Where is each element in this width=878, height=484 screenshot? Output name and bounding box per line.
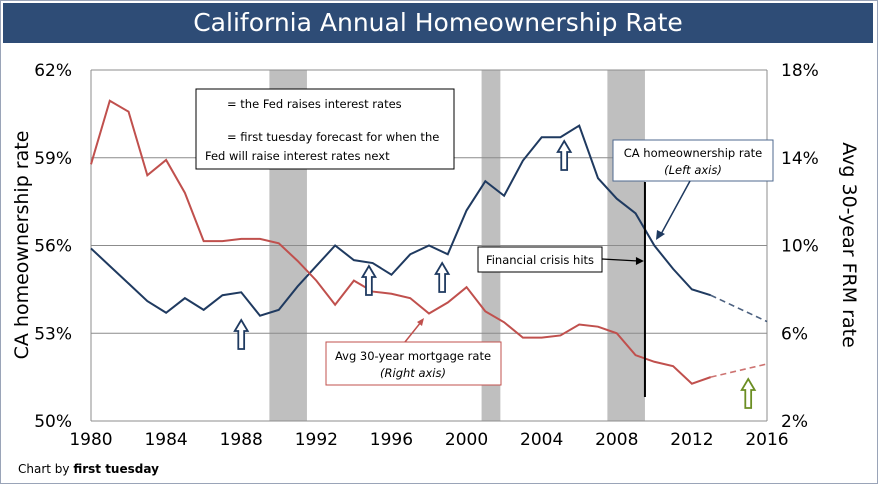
left-tick-label: 53% (34, 324, 72, 344)
right-tick-label: 2% (781, 412, 808, 432)
mortgage-callout-text-1: Avg 30-year mortgage rate (335, 349, 491, 363)
fed-forecast-arrow-icon (740, 377, 757, 409)
right-tick-label: 10% (781, 237, 819, 257)
ca-rate-callout-text-2: (Left axis) (664, 163, 722, 177)
fed-raise-arrow-icon (360, 264, 377, 296)
ca-rate-pointer (659, 180, 691, 237)
chart-credit: Chart by first tuesday (18, 462, 159, 476)
fed-raise-arrow-icon (233, 318, 250, 350)
mortgage-pointer (404, 321, 422, 343)
x-tick-label: 2016 (745, 430, 788, 450)
legend-green-text-1: = first tuesday forecast for when the (227, 130, 439, 144)
chart-title: California Annual Homeownership Rate (3, 3, 873, 43)
homeownership-line (90, 124, 711, 317)
ca-rate-callout-text-1: CA homeownership rate (624, 146, 762, 160)
mortgage-forecast-line (710, 363, 768, 378)
x-tick-label: 1996 (370, 430, 413, 450)
left-tick-label: 59% (34, 149, 72, 169)
right-tick-label: 14% (781, 149, 819, 169)
crisis-pointer-head (635, 257, 644, 265)
fed-raise-arrow-icon (556, 139, 573, 171)
x-tick-label: 1980 (69, 430, 112, 450)
legend-green-text-2: Fed will raise interest rates next (205, 149, 390, 163)
ca-rate-callout-box (612, 139, 774, 182)
x-tick-label: 1992 (295, 430, 338, 450)
x-tick-label: 2000 (445, 430, 488, 450)
fed-raise-arrow-icon (434, 261, 451, 293)
crisis-callout-text: Financial crisis hits (486, 253, 594, 267)
left-axis-label: CA homeownership rate (11, 131, 33, 360)
mortgage-pointer-head (417, 318, 424, 326)
x-tick-label: 2004 (520, 430, 563, 450)
right-axis-label: Avg 30-year FRM rate (838, 142, 860, 348)
x-tick-label: 1984 (144, 430, 187, 450)
x-tick-label: 2012 (670, 430, 713, 450)
mortgage-rate-line (90, 99, 711, 385)
mortgage-callout-text-2: (Right axis) (380, 366, 446, 380)
legend-box (195, 88, 455, 170)
right-tick-label: 18% (781, 61, 819, 81)
left-tick-label: 56% (34, 237, 72, 257)
right-tick-label: 6% (781, 324, 808, 344)
x-tick-label: 2008 (595, 430, 638, 450)
ca-rate-pointer-head (656, 230, 665, 240)
homeownership-forecast-line (710, 294, 768, 323)
x-tick-label: 1988 (220, 430, 263, 450)
crisis-pointer (601, 258, 639, 262)
left-tick-label: 50% (34, 412, 72, 432)
legend-blue-text: = the Fed raises interest rates (227, 97, 402, 111)
left-tick-label: 62% (34, 61, 72, 81)
mortgage-callout-box (325, 341, 502, 386)
